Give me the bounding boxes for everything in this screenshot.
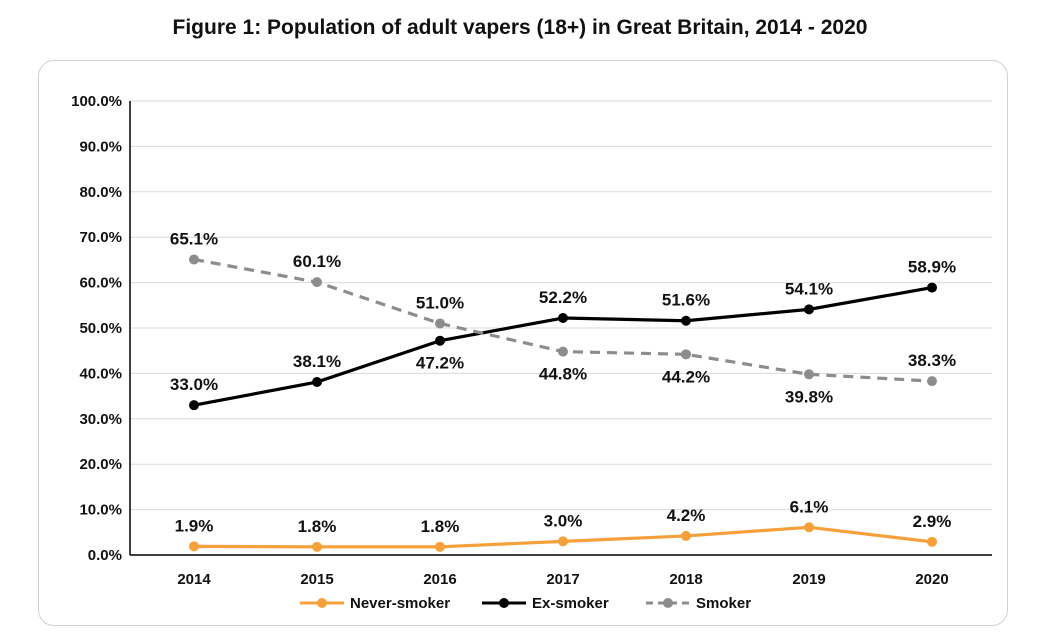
x-tick-label: 2019: [792, 571, 825, 588]
data-point-ex-smoker: [558, 313, 568, 324]
x-tick-label: 2020: [915, 571, 948, 588]
data-label-never-smoker: 1.9%: [175, 516, 214, 535]
x-tick-label: 2018: [669, 571, 702, 588]
data-point-ex-smoker: [681, 315, 691, 326]
data-point-never-smoker: [558, 536, 568, 547]
y-tick-label: 10.0%: [79, 502, 122, 519]
data-point-smoker: [312, 277, 322, 288]
data-point-smoker: [804, 369, 814, 380]
data-point-ex-smoker: [189, 400, 199, 411]
data-label-never-smoker: 4.2%: [667, 506, 706, 525]
data-label-ex-smoker: 33.0%: [170, 375, 218, 394]
x-tick-label: 2017: [546, 571, 579, 588]
legend-label-ex-smoker: Ex-smoker: [532, 595, 609, 612]
legend-marker-smoker: [663, 598, 673, 608]
y-tick-label: 50.0%: [79, 320, 122, 337]
y-tick-label: 70.0%: [79, 229, 122, 246]
data-point-never-smoker: [927, 536, 937, 547]
data-label-never-smoker: 1.8%: [421, 517, 460, 536]
data-point-never-smoker: [804, 522, 814, 533]
y-tick-label: 60.0%: [79, 275, 122, 292]
data-point-ex-smoker: [435, 335, 445, 346]
data-point-ex-smoker: [312, 377, 322, 388]
data-label-smoker: 65.1%: [170, 229, 218, 248]
data-point-ex-smoker: [804, 304, 814, 315]
data-label-ex-smoker: 54.1%: [785, 279, 833, 298]
data-point-smoker: [189, 254, 199, 265]
data-label-ex-smoker: 47.2%: [416, 354, 464, 373]
x-tick-label: 2014: [177, 571, 211, 588]
data-point-ex-smoker: [927, 282, 937, 293]
data-label-never-smoker: 3.0%: [544, 511, 583, 530]
data-label-ex-smoker: 51.6%: [662, 291, 710, 310]
data-label-ex-smoker: 38.1%: [293, 352, 341, 371]
data-point-smoker: [558, 346, 568, 357]
data-point-never-smoker: [435, 541, 445, 552]
legend-marker-never-smoker: [317, 598, 327, 608]
legend-marker-ex-smoker: [499, 598, 509, 608]
data-label-smoker: 44.8%: [539, 365, 587, 384]
y-tick-label: 100.0%: [71, 93, 122, 110]
data-label-smoker: 39.8%: [785, 387, 833, 406]
data-label-smoker: 38.3%: [908, 351, 956, 370]
y-tick-label: 80.0%: [79, 184, 122, 201]
x-tick-label: 2015: [300, 571, 333, 588]
chart-title: Figure 1: Population of adult vapers (18…: [172, 16, 868, 39]
data-point-never-smoker: [312, 541, 322, 552]
y-tick-label: 40.0%: [79, 365, 122, 382]
x-tick-label: 2016: [423, 571, 456, 588]
data-label-ex-smoker: 52.2%: [539, 288, 587, 307]
legend-label-smoker: Smoker: [696, 595, 751, 612]
data-label-never-smoker: 6.1%: [790, 497, 829, 516]
data-point-smoker: [435, 318, 445, 329]
data-point-smoker: [927, 376, 937, 387]
data-point-never-smoker: [189, 541, 199, 552]
data-point-smoker: [681, 349, 691, 360]
y-tick-label: 20.0%: [79, 456, 122, 473]
data-label-smoker: 60.1%: [293, 252, 341, 271]
data-label-smoker: 51.0%: [416, 293, 464, 312]
legend-label-never-smoker: Never-smoker: [350, 595, 450, 612]
y-tick-label: 90.0%: [79, 138, 122, 155]
data-label-smoker: 44.2%: [662, 367, 710, 386]
y-tick-label: 0.0%: [88, 547, 122, 564]
chart-frame: [38, 60, 1008, 626]
data-label-never-smoker: 2.9%: [913, 512, 952, 531]
data-label-never-smoker: 1.8%: [298, 517, 337, 536]
y-tick-label: 30.0%: [79, 411, 122, 428]
data-label-ex-smoker: 58.9%: [908, 258, 956, 277]
data-point-never-smoker: [681, 530, 691, 541]
